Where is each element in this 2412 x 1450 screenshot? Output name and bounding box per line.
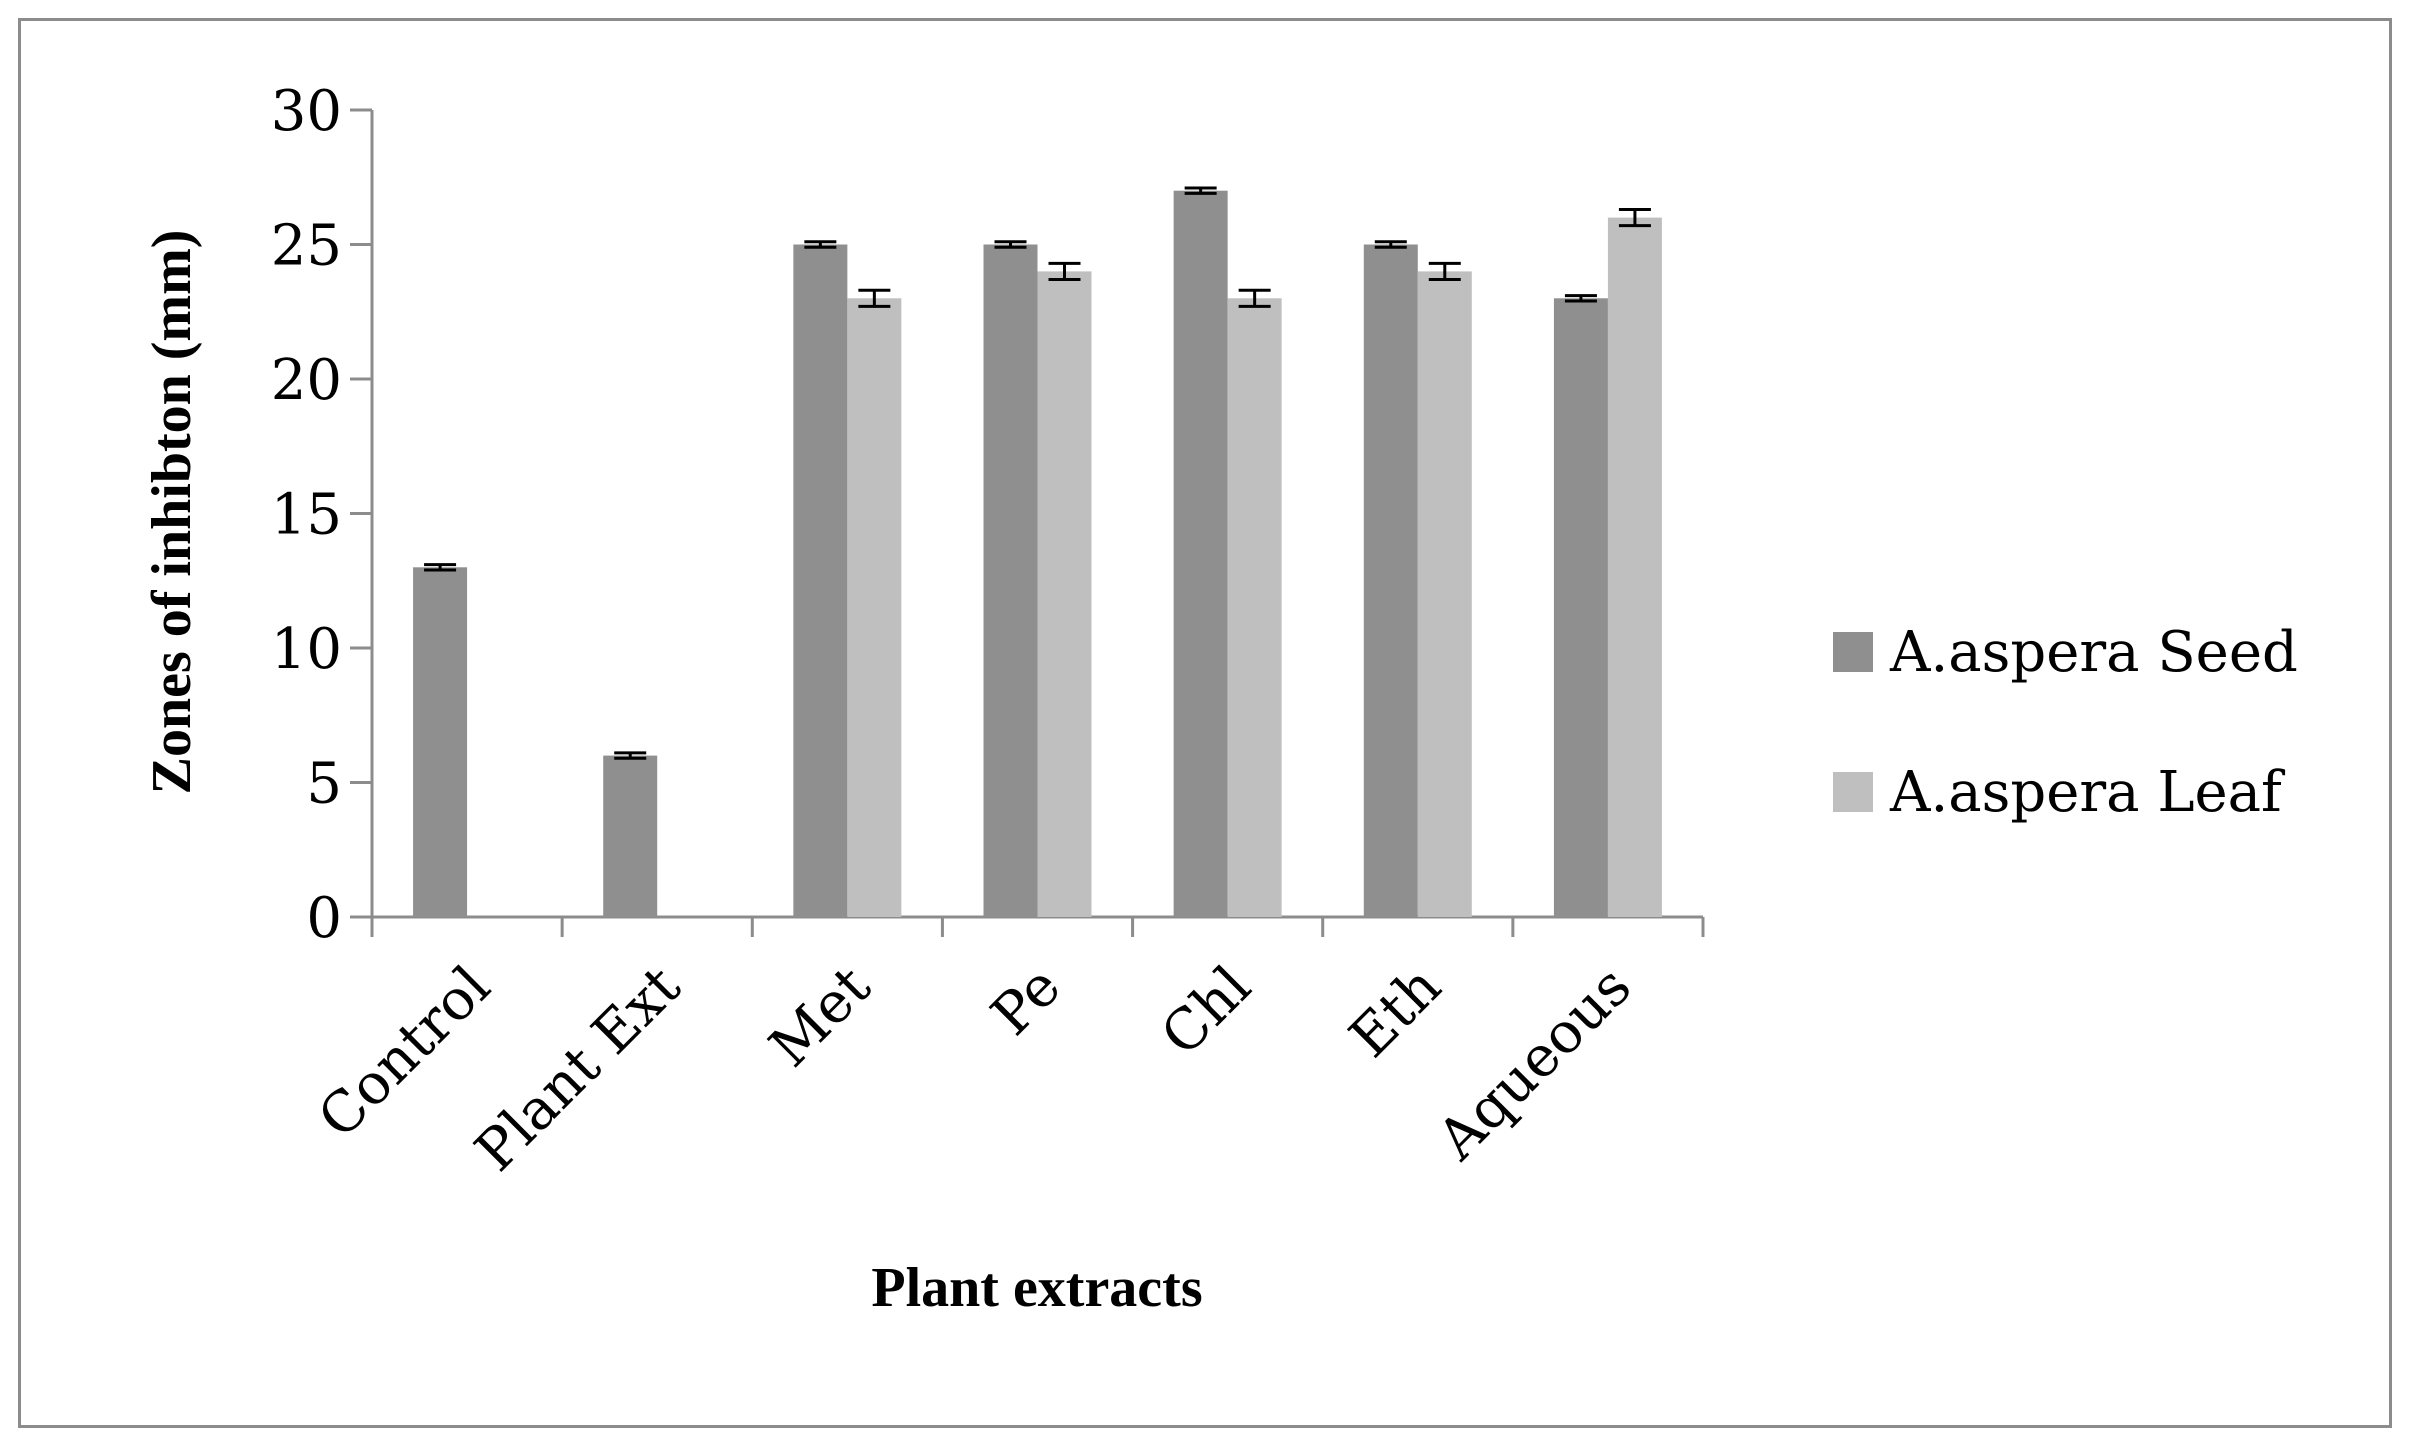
x-axis-title: Plant extracts bbox=[871, 1257, 1202, 1319]
y-tick-label: 20 bbox=[271, 348, 342, 413]
bar-seed bbox=[1553, 298, 1608, 917]
bars bbox=[413, 190, 1662, 918]
legend: A.aspera Seed A.aspera Leaf bbox=[1833, 620, 2298, 825]
error-bar bbox=[1618, 208, 1651, 228]
legend-label-seed: A.aspera Seed bbox=[1889, 620, 2298, 685]
legend-swatch-seed bbox=[1833, 632, 1873, 672]
error-bar bbox=[1374, 240, 1407, 249]
x-tick-label: Plant Ext bbox=[463, 954, 693, 1184]
error-bar bbox=[1564, 294, 1597, 303]
x-tick-label: Met bbox=[757, 954, 883, 1080]
error-bars bbox=[424, 186, 1651, 760]
bar-leaf bbox=[1607, 217, 1662, 918]
y-tick-label: 0 bbox=[306, 886, 342, 951]
x-tick-label: Aqueous bbox=[1425, 954, 1644, 1173]
error-bar bbox=[858, 288, 891, 308]
error-bar bbox=[1184, 186, 1217, 195]
error-bar bbox=[1238, 288, 1271, 308]
bar-leaf bbox=[1037, 271, 1092, 917]
bar-seed bbox=[1363, 244, 1418, 917]
bar-leaf bbox=[1227, 298, 1282, 917]
bar-seed bbox=[603, 755, 658, 917]
legend-label-leaf: A.aspera Leaf bbox=[1889, 760, 2286, 825]
x-tick-label: Chl bbox=[1149, 954, 1263, 1068]
y-tick-label: 5 bbox=[306, 752, 342, 817]
bar-leaf bbox=[1417, 271, 1472, 917]
error-bar bbox=[614, 751, 647, 760]
y-tick-label: 30 bbox=[271, 79, 342, 144]
x-axis bbox=[370, 915, 1705, 937]
y-axis: 0 5 10 15 20 25 30 bbox=[271, 79, 374, 951]
x-tick-label: Control bbox=[306, 954, 503, 1151]
error-bar bbox=[1048, 261, 1081, 281]
y-axis-title: Zones of inhibton (mm) bbox=[141, 230, 203, 795]
bar-seed bbox=[983, 244, 1038, 917]
x-tick-label: Pe bbox=[979, 954, 1073, 1048]
y-tick-label: 15 bbox=[271, 483, 342, 548]
bar-leaf bbox=[847, 298, 902, 917]
x-tick-label: Eth bbox=[1337, 954, 1453, 1070]
bar-seed bbox=[793, 244, 848, 917]
error-bar bbox=[424, 563, 457, 572]
bar-seed bbox=[1173, 190, 1228, 917]
error-bar bbox=[1428, 261, 1461, 281]
y-tick-label: 25 bbox=[271, 214, 342, 279]
y-tick-label: 10 bbox=[271, 617, 342, 682]
legend-swatch-leaf bbox=[1833, 772, 1873, 812]
error-bar bbox=[994, 240, 1027, 249]
bar-seed bbox=[413, 567, 468, 917]
error-bar bbox=[804, 240, 837, 249]
